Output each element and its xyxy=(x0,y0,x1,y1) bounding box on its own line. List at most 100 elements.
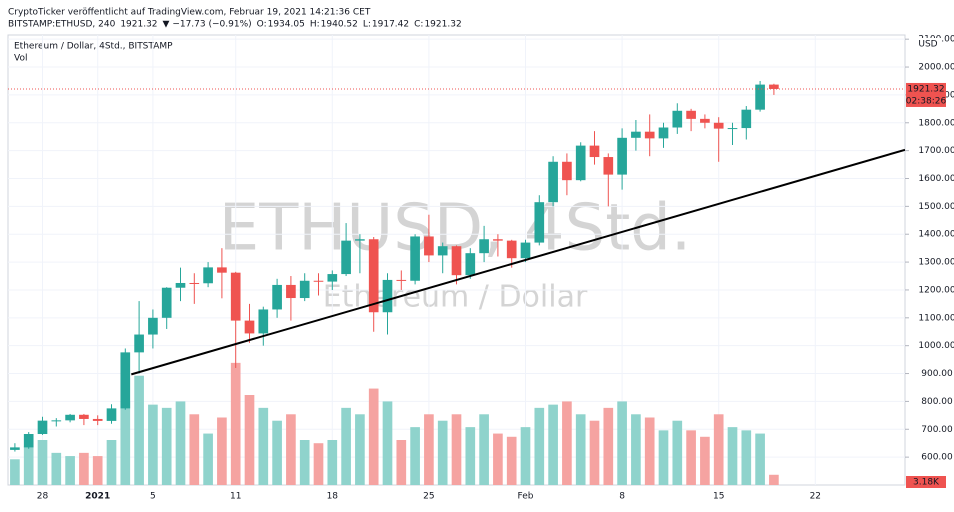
ohlc-value: 1917.42 xyxy=(372,20,409,30)
volume-bar xyxy=(341,407,351,485)
y-tick-label: 1500.00 xyxy=(918,202,954,212)
volume-bar xyxy=(203,433,213,485)
publisher: CryptoTicker veröffentlicht auf TradingV… xyxy=(8,8,371,18)
x-tick-label: 18 xyxy=(327,492,339,502)
candle-body xyxy=(217,267,227,273)
volume-bar xyxy=(410,427,420,485)
volume-label: 3.18K xyxy=(913,478,940,488)
volume-bar xyxy=(230,362,241,485)
x-tick-label: 8 xyxy=(619,492,625,502)
ohlc-key: O: xyxy=(257,20,267,30)
candle-body xyxy=(575,145,586,181)
candle-body xyxy=(79,414,89,419)
candle-body xyxy=(189,282,200,284)
y-tick-label: 600.00 xyxy=(921,453,953,463)
volume-bar xyxy=(451,414,462,485)
y-tick-label: 900.00 xyxy=(921,369,953,379)
candle-body xyxy=(755,84,765,110)
volume-bar xyxy=(106,440,117,485)
x-tick-label: 22 xyxy=(810,492,821,502)
candle-body xyxy=(23,434,34,448)
volume-bar xyxy=(479,414,489,485)
last-price-label: 1921.32 xyxy=(907,84,944,94)
x-tick-label: 28 xyxy=(37,492,49,502)
x-tick-label: 15 xyxy=(713,492,724,502)
volume-bar xyxy=(23,446,34,485)
legend-entry: Ethereum / Dollar, 4Std., BITSTAMP xyxy=(14,42,173,52)
volume-bar xyxy=(493,433,503,485)
candle-body xyxy=(396,279,407,281)
candle-body xyxy=(672,110,683,128)
volume-bar xyxy=(120,401,131,485)
candle-body xyxy=(341,240,351,275)
candle-body xyxy=(368,239,379,313)
volume-bar xyxy=(589,420,600,485)
x-tick-label: 25 xyxy=(423,492,434,502)
x-tick-label: 2021 xyxy=(85,492,110,502)
ohlc-value: 1940.52 xyxy=(321,20,358,30)
watermark-subtitle: Ethereum / Dollar xyxy=(323,280,588,315)
trendline xyxy=(131,148,905,376)
volume-bar xyxy=(548,404,558,485)
candle-body xyxy=(437,246,448,256)
candle-body xyxy=(506,240,517,259)
currency: USD xyxy=(918,40,937,50)
ohlc-key: L: xyxy=(363,20,371,30)
candle-body xyxy=(230,272,241,321)
candle-body xyxy=(37,420,48,435)
candle-body xyxy=(65,414,75,421)
y-tick-label: 1400.00 xyxy=(918,230,954,240)
volume-bar xyxy=(769,474,779,485)
candle-body xyxy=(465,253,476,276)
y-tick-label: 1800.00 xyxy=(918,118,954,128)
volume-bar xyxy=(313,443,324,485)
volume-bar xyxy=(575,414,586,485)
volume-bar xyxy=(175,401,186,485)
candle-body xyxy=(148,317,158,335)
y-tick-label: 2000.00 xyxy=(918,63,954,73)
y-tick-label: 700.00 xyxy=(921,425,953,435)
countdown: 02:38:26 xyxy=(906,96,947,106)
volume-bar xyxy=(631,414,641,485)
volume-bar xyxy=(10,459,20,485)
candle-body xyxy=(258,309,269,334)
volume-bar xyxy=(79,452,89,485)
volume-bar xyxy=(51,452,62,485)
volume-bar xyxy=(672,420,683,485)
candle-body xyxy=(644,131,655,139)
volume-bar xyxy=(161,407,172,485)
candle-body xyxy=(658,127,669,139)
candle-body xyxy=(520,242,531,259)
volume-bar xyxy=(368,388,379,485)
volume-bar xyxy=(465,427,476,485)
volume-bar xyxy=(299,440,310,485)
y-tick-label: 1700.00 xyxy=(918,146,954,156)
ohlc-key: C: xyxy=(414,20,423,30)
volume-bar xyxy=(603,407,614,485)
symbol-info: ▼ −17.73 (−0.91%) xyxy=(163,20,252,30)
volume-bar xyxy=(244,395,255,485)
axis: 600.00 700.00 800.00 900.00 1000.00 1100.00 12… xyxy=(37,35,954,502)
currency-bg xyxy=(914,38,942,50)
candle-body xyxy=(451,246,462,276)
candle-body xyxy=(203,267,213,284)
legend-entry: Vol xyxy=(14,54,27,64)
plot xyxy=(8,35,905,485)
candle-body xyxy=(410,236,420,281)
candle-body xyxy=(244,320,255,334)
volume-bar xyxy=(355,414,365,485)
candle-body xyxy=(686,110,696,119)
candle-body xyxy=(713,122,724,129)
candle-body xyxy=(617,137,627,175)
volume-bar xyxy=(258,407,269,485)
y-tick-label: 1300.00 xyxy=(918,258,954,268)
candle-body xyxy=(534,202,545,243)
candle-body xyxy=(327,274,338,282)
candle-body xyxy=(106,408,117,421)
candle-body xyxy=(120,352,131,409)
y-tick-label: 1100.00 xyxy=(918,313,954,323)
candle-body xyxy=(299,280,310,299)
volume-bar xyxy=(148,404,158,485)
candle-body xyxy=(10,447,20,450)
volume-bar xyxy=(727,427,738,485)
